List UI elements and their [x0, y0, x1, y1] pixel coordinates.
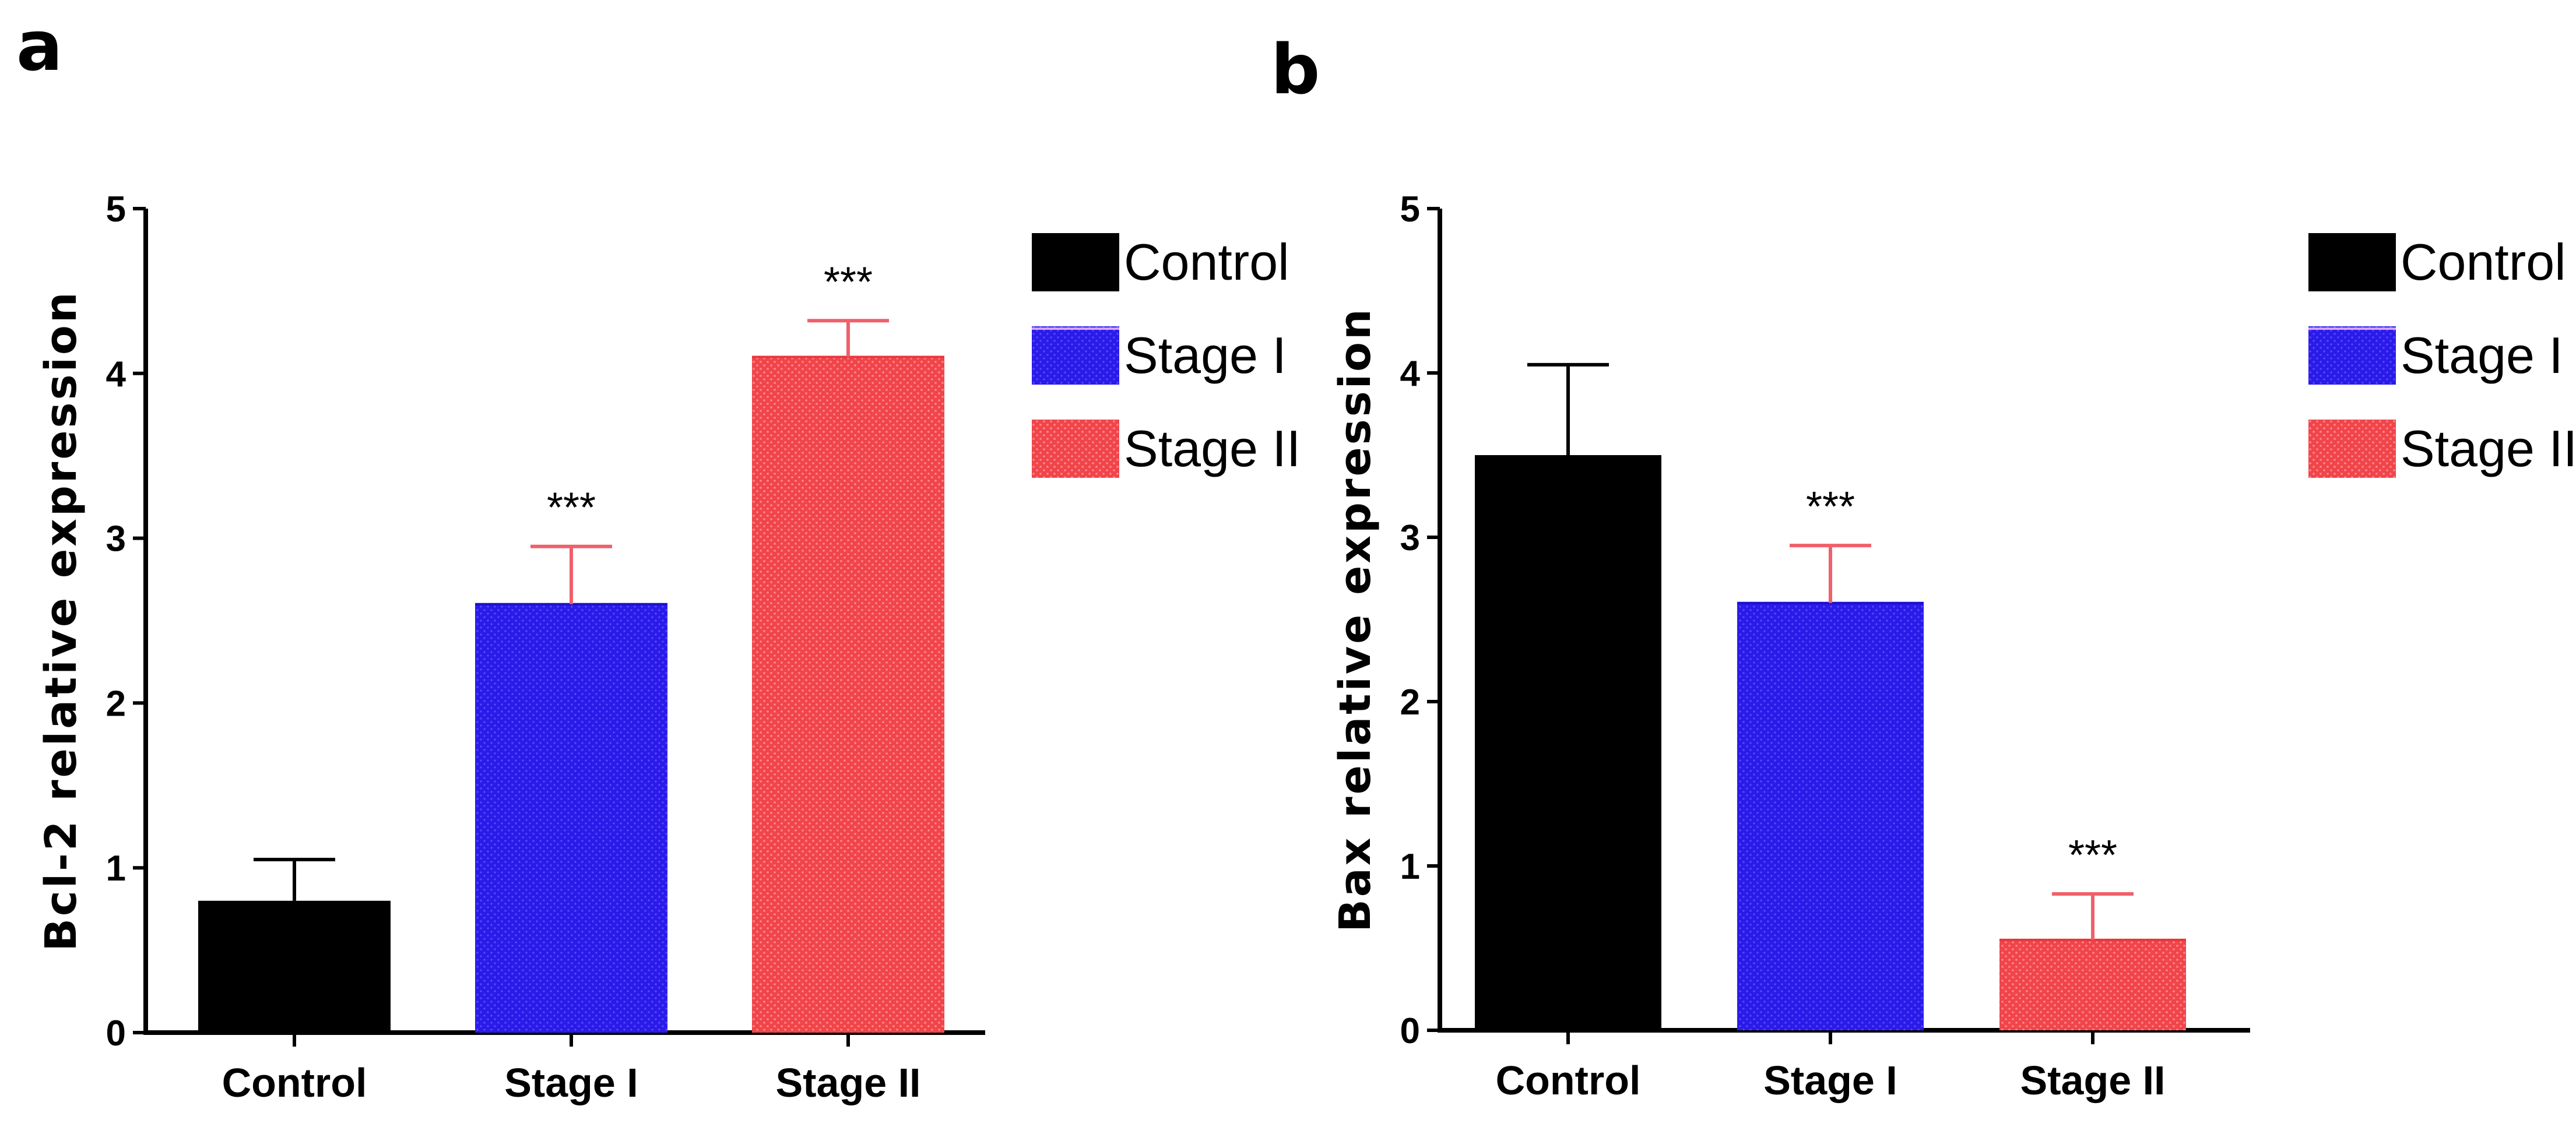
panel-b-legend-label: Stage II [2401, 420, 2576, 477]
panel-b-y-tick-label: 0 [1400, 1011, 1420, 1051]
panel-a-letter: a [16, 6, 63, 86]
panel-b-legend-swatch [2308, 420, 2396, 478]
panel-b-y-tick-label: 3 [1400, 518, 1420, 558]
panel-a-y-tick-label: 5 [106, 189, 126, 230]
panel-a-y-tick-label: 3 [106, 519, 126, 559]
panel-b-x-tick-label: Stage II [2020, 1058, 2166, 1103]
panel-a-chart: 0 1 2 3 4 5 Bcl-2 relative expression Control **… [36, 189, 1301, 1105]
panel-b-x-tick-label: Control [1496, 1058, 1641, 1103]
panel-a-significance-label: *** [824, 259, 873, 305]
panel-a-legend-label: Stage I [1124, 326, 1287, 384]
panel-b-bar [1999, 939, 2186, 1030]
panel-b-legend-swatch [2308, 233, 2396, 291]
panel-a-y-tick-label: 1 [106, 848, 126, 889]
panel-b-significance-label: *** [2068, 832, 2117, 879]
panel-a-legend-label: Control [1124, 233, 1289, 291]
panel-a-bar [475, 604, 667, 1033]
panel-b-chart: 0 1 2 3 4 5 Bax relative expression Control *** S… [1330, 189, 2576, 1103]
panel-b-legend-swatch [2308, 326, 2396, 385]
panel-a-y-tick-label: 0 [106, 1013, 126, 1054]
panel-a-significance-label: *** [547, 485, 596, 531]
panel-a-x-tick-label: Stage II [776, 1060, 921, 1105]
panel-a-y-axis-title: Bcl-2 relative expression [36, 290, 86, 951]
panel-a-y-tick-label: 4 [106, 354, 126, 395]
panel-a-x-tick-label: Control [222, 1060, 367, 1105]
panel-b-y-tick-label: 2 [1400, 682, 1420, 723]
panel-a-x-tick-label: Stage I [504, 1060, 638, 1105]
panel-b-y-tick-label: 4 [1400, 354, 1421, 394]
panel-b-y-tick-label: 1 [1400, 847, 1420, 887]
panel-b-bar [1475, 455, 1661, 1030]
panel-a-bar [752, 357, 944, 1033]
panel-b-x-tick-label: Stage I [1763, 1058, 1897, 1103]
panel-b-y-axis-title: Bax relative expression [1330, 307, 1380, 932]
panel-a-bar [198, 900, 391, 1033]
panel-b-legend-label: Stage I [2401, 326, 2563, 384]
panel-a-legend-swatch [1032, 233, 1119, 291]
panel-b-bar [1737, 603, 1924, 1030]
panel-a-legend-swatch [1032, 420, 1119, 478]
panel-a-y-tick-label: 2 [106, 684, 126, 724]
panel-b-y-tick-label: 5 [1400, 189, 1420, 230]
panel-a-legend-swatch [1032, 326, 1119, 385]
panel-b-letter: b [1271, 29, 1320, 110]
panel-a-legend-label: Stage II [1124, 420, 1301, 477]
panel-b-legend-label: Control [2401, 233, 2566, 291]
panel-b-significance-label: *** [1806, 484, 1855, 530]
